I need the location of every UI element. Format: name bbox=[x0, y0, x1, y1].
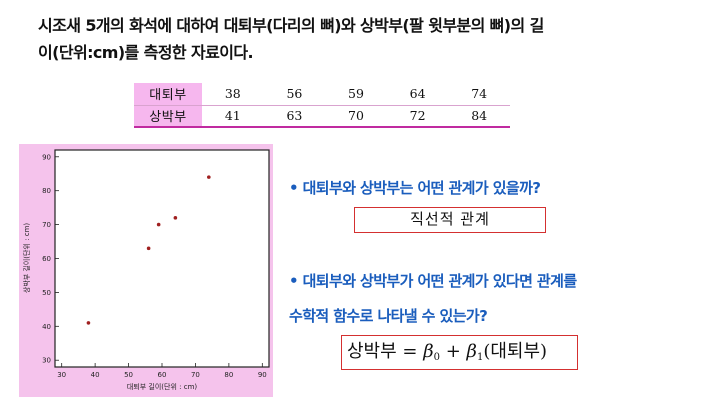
data-point bbox=[156, 222, 161, 227]
intro-line-2: 이(단위:cm)를 측정한 자료이다. bbox=[38, 43, 254, 62]
formula-rhs: (대퇴부) bbox=[483, 341, 548, 362]
y-tick-label: 90 bbox=[42, 153, 51, 161]
formula-beta-1: β bbox=[466, 341, 477, 362]
table-cell: 84 bbox=[471, 108, 488, 124]
formula-beta-0: β bbox=[423, 341, 434, 362]
x-tick-label: 90 bbox=[258, 371, 267, 379]
plot-area bbox=[54, 149, 270, 368]
table-cell: 59 bbox=[325, 83, 387, 106]
question-relationship: • 대퇴부와 상박부는 어떤 관계가 있을까? bbox=[289, 179, 541, 197]
x-tick-label: 30 bbox=[57, 371, 66, 379]
data-table: 대퇴부 38 56 59 64 74 상박부 41 63 70 72 84 bbox=[134, 83, 510, 128]
y-tick-label: 70 bbox=[42, 221, 51, 229]
row-label-femur: 대퇴부 bbox=[134, 83, 202, 106]
scatter-plot-panel: 30 40 50 60 70 80 90 30 40 50 60 70 80 90 대퇴부 길이(단위 :… bbox=[19, 144, 273, 397]
y-tick-label: 40 bbox=[42, 323, 51, 331]
table-row-femur: 대퇴부 38 56 59 64 74 bbox=[134, 83, 510, 106]
data-point bbox=[207, 175, 211, 179]
question-function-line-1: • 대퇴부와 상박부가 어떤 관계가 있다면 관계를 bbox=[289, 272, 577, 290]
answer-linear-relationship: 직선적 관계 bbox=[354, 207, 546, 233]
x-tick-label: 70 bbox=[191, 371, 200, 379]
data-point bbox=[86, 321, 91, 325]
intro-line-1: 시조새 5개의 화석에 대하여 대퇴부(다리의 뼈)와 상박부(팔 윗부분의 뼈… bbox=[38, 16, 544, 35]
y-tick-label: 50 bbox=[42, 289, 51, 297]
table-cell: 63 bbox=[286, 108, 303, 124]
question-function-line-2: 수학적 함수로 나타낼 수 있는가? bbox=[289, 307, 488, 325]
y-tick-label: 30 bbox=[42, 357, 51, 365]
table-cell: 74 bbox=[448, 83, 510, 106]
x-tick-label: 40 bbox=[91, 371, 100, 379]
x-tick-label: 60 bbox=[158, 371, 167, 379]
x-tick-label: 80 bbox=[224, 371, 233, 379]
table-cell: 38 bbox=[202, 83, 264, 106]
regression-formula: 상박부 = β0 + β1(대퇴부) bbox=[341, 335, 578, 370]
table-cell: 70 bbox=[348, 108, 364, 124]
table-cell: 56 bbox=[263, 83, 326, 106]
data-point bbox=[146, 246, 151, 251]
y-axis-label: 상박부 길이(단위 : cm) bbox=[22, 223, 31, 294]
formula-lhs: 상박부 bbox=[347, 341, 397, 362]
table-cell: 41 bbox=[224, 108, 241, 124]
formula-plus: + bbox=[440, 341, 467, 362]
row-label-humerus: 상박부 bbox=[134, 105, 202, 127]
x-axis-label: 대퇴부 길이(단위 : cm) bbox=[127, 382, 198, 391]
table-cell: 72 bbox=[409, 108, 426, 124]
scatter-plot: 30 40 50 60 70 80 90 30 40 50 60 70 80 90 대퇴부 길이(단위 :… bbox=[22, 149, 270, 391]
formula-sub-1: 1 bbox=[476, 352, 484, 363]
table-cell: 64 bbox=[386, 83, 449, 106]
formula-equals: = bbox=[396, 341, 424, 362]
formula-sub-0: 0 bbox=[433, 352, 440, 363]
intro-text: 시조새 5개의 화석에 대하여 대퇴부(다리의 뼈)와 상박부(팔 윗부분의 뼈… bbox=[38, 12, 678, 66]
data-point bbox=[173, 216, 178, 220]
y-tick-label: 80 bbox=[42, 187, 51, 195]
x-tick-label: 50 bbox=[124, 371, 133, 379]
y-tick-label: 60 bbox=[42, 255, 51, 263]
table-row-humerus: 상박부 41 63 70 72 84 bbox=[134, 105, 510, 127]
